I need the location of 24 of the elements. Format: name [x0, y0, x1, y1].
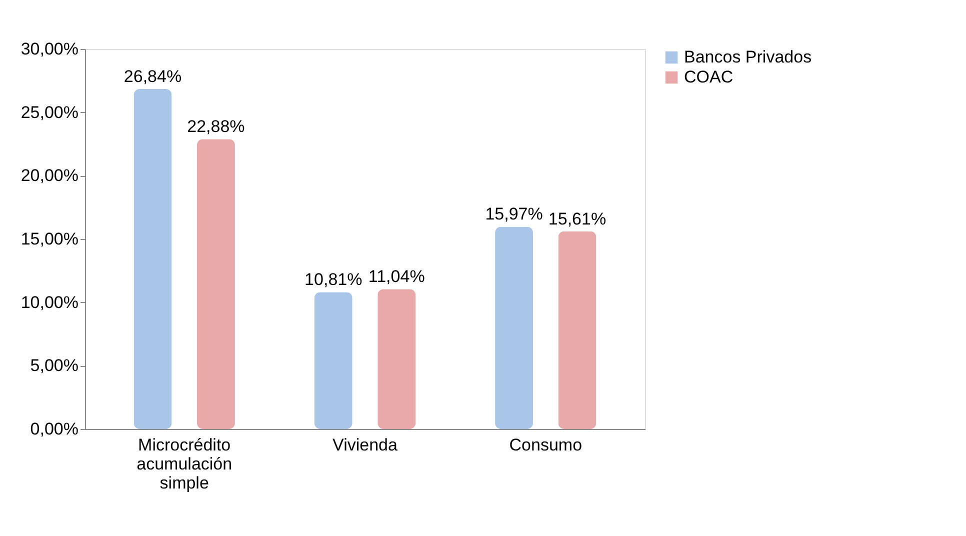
legend-label: COAC	[684, 68, 734, 86]
bar	[134, 89, 172, 429]
y-tick-label: 25,00%	[20, 102, 78, 122]
x-tick-label: Vivienda	[332, 436, 398, 454]
data-label: 15,61%	[548, 209, 606, 228]
data-label: 10,81%	[304, 270, 362, 290]
bar	[378, 289, 416, 429]
data-label: 26,84%	[124, 67, 182, 86]
data-label: 15,97%	[485, 204, 543, 224]
bar	[196, 139, 235, 429]
data-label: 11,04%	[368, 267, 425, 286]
y-tick-label: 30,00%	[20, 40, 78, 58]
y-tick-label: 15,00%	[20, 230, 78, 248]
y-tick-label: 10,00%	[20, 292, 78, 312]
y-tick-label: 0,00%	[30, 420, 78, 438]
bar	[495, 226, 534, 429]
bar	[558, 231, 596, 429]
x-tick-label: Microcrédito acumulación simple	[136, 436, 232, 492]
x-tick-label: Consumo	[509, 436, 582, 454]
bar	[314, 292, 352, 429]
legend-label: Bancos Privados	[684, 48, 812, 66]
data-label: 22,88%	[187, 117, 245, 136]
y-tick-label: 20,00%	[20, 166, 78, 186]
y-tick-label: 5,00%	[30, 356, 78, 376]
